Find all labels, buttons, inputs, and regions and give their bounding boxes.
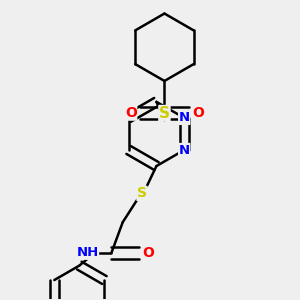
Text: NH: NH bbox=[76, 246, 98, 259]
Text: O: O bbox=[192, 106, 204, 120]
Text: O: O bbox=[142, 246, 154, 260]
Text: N: N bbox=[179, 111, 190, 124]
Text: S: S bbox=[137, 186, 147, 200]
Text: O: O bbox=[125, 106, 137, 120]
Text: N: N bbox=[179, 143, 190, 157]
Text: S: S bbox=[159, 106, 170, 121]
